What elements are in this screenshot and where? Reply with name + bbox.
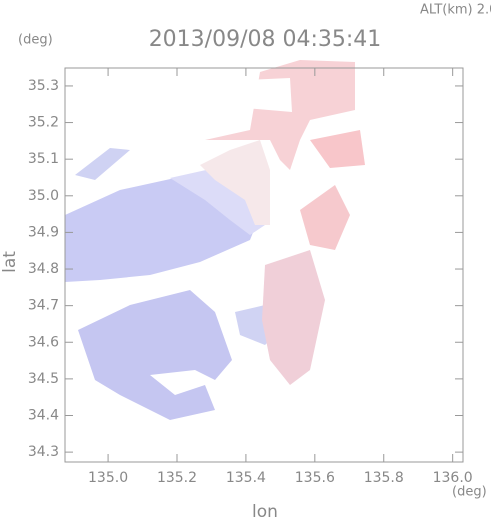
y-tick-label: 35.3 — [28, 78, 59, 94]
echo-region — [75, 148, 130, 180]
x-tick-label: 135.6 — [295, 470, 335, 486]
echo-region — [78, 290, 232, 420]
plot-frame — [64, 67, 464, 463]
y-tick-label: 35.1 — [28, 151, 59, 167]
velocity-field — [65, 60, 365, 420]
subtitle: ALT(km) 2.0 — [420, 3, 491, 18]
echo-region — [200, 140, 270, 225]
x-tick-label: 136.0 — [433, 470, 473, 486]
y-tick-label: 34.3 — [28, 444, 59, 460]
y-tick-label: 35.2 — [28, 115, 59, 131]
x-unit: (deg) — [452, 485, 487, 500]
x-tick-label: 135.2 — [157, 470, 197, 486]
chart-title: 2013/09/08 04:35:41 — [149, 27, 382, 52]
x-tick-label: 135.4 — [226, 470, 266, 486]
y-tick-label: 34.7 — [28, 298, 59, 314]
y-tick-label: 34.9 — [28, 224, 59, 240]
y-tick-label: 34.8 — [28, 261, 59, 277]
echo-region — [205, 60, 355, 170]
x-tick-label: 135.0 — [88, 470, 128, 486]
y-label: lat — [0, 251, 20, 273]
x-label: lon — [252, 502, 278, 521]
y-tick-label: 35.0 — [28, 188, 59, 204]
y-unit: (deg) — [18, 33, 53, 48]
y-tick-label: 34.5 — [28, 371, 59, 387]
echo-region — [245, 78, 292, 112]
y-tick-label: 34.6 — [28, 334, 59, 350]
echo-region — [310, 130, 365, 168]
y-tick-label: 34.4 — [28, 407, 59, 423]
echo-region — [262, 250, 325, 385]
x-tick-label: 135.8 — [364, 470, 404, 486]
echo-region — [300, 185, 350, 250]
